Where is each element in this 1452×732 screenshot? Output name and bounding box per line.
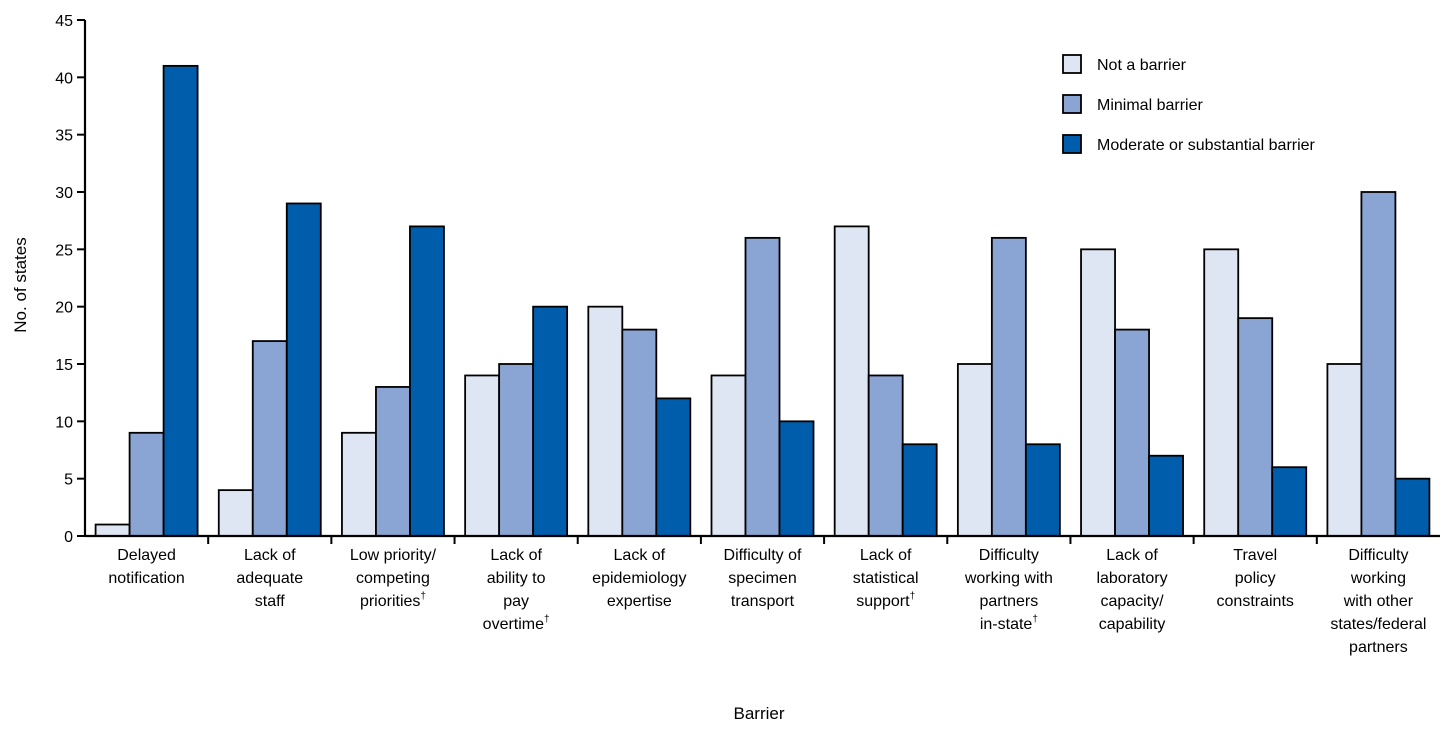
x-category-label: Difficulty working with other states/federa… bbox=[1330, 547, 1426, 656]
bar-minimal-barrier-8 bbox=[1114, 328, 1150, 537]
y-tick-label: 35 bbox=[55, 128, 73, 145]
bar-minimal-barrier-0 bbox=[128, 431, 165, 537]
bars-group bbox=[94, 64, 1431, 537]
bar-minimal-barrier-6 bbox=[867, 374, 904, 537]
bar-not-a-barrier-8 bbox=[1080, 248, 1116, 537]
bar-minimal-barrier-2 bbox=[375, 386, 411, 537]
bar-not-a-barrier-10 bbox=[1326, 363, 1363, 537]
y-tick-label: 20 bbox=[55, 300, 73, 317]
y-tick-label: 5 bbox=[64, 472, 73, 489]
y-tick-label: 30 bbox=[55, 185, 73, 202]
bar-minimal-barrier-1 bbox=[251, 340, 288, 537]
bar-not-a-barrier-7 bbox=[956, 363, 993, 537]
y-tick-label: 25 bbox=[55, 242, 73, 259]
bar-minimal-barrier-10 bbox=[1360, 191, 1397, 537]
bar-not-a-barrier-0 bbox=[94, 523, 131, 537]
legend-label: Minimal barrier bbox=[1097, 97, 1203, 114]
bar-moderate-or-substantial-barrier-0 bbox=[162, 64, 199, 537]
bar-moderate-or-substantial-barrier-4 bbox=[655, 397, 692, 537]
bar-moderate-or-substantial-barrier-6 bbox=[901, 443, 938, 537]
bar-minimal-barrier-5 bbox=[744, 236, 781, 537]
bar-moderate-or-substantial-barrier-5 bbox=[778, 420, 815, 537]
bar-moderate-or-substantial-barrier-9 bbox=[1271, 466, 1308, 537]
x-category-label: Lack of epidemiology expertise bbox=[592, 547, 686, 610]
x-axis-labels: Delayed notification Lack of adequate staff L… bbox=[108, 536, 1426, 656]
x-category-label: Difficulty of specimen transport bbox=[724, 547, 803, 610]
bar-minimal-barrier-3 bbox=[498, 363, 535, 537]
legend-swatch bbox=[1062, 94, 1082, 114]
x-category-label: Difficulty working with partners in-state† bbox=[964, 547, 1053, 633]
legend-swatch bbox=[1062, 134, 1082, 154]
legend-label: Moderate or substantial barrier bbox=[1097, 137, 1316, 154]
bar-moderate-or-substantial-barrier-10 bbox=[1394, 477, 1431, 537]
x-category-label: Lack of statistical support† bbox=[853, 547, 919, 610]
legend: Not a barrier Minimal barrier Moderate or … bbox=[1062, 54, 1316, 154]
bar-moderate-or-substantial-barrier-8 bbox=[1148, 454, 1184, 537]
bar-not-a-barrier-9 bbox=[1203, 248, 1240, 537]
legend-label: Not a barrier bbox=[1097, 57, 1187, 74]
y-axis-title: No. of states bbox=[11, 237, 30, 332]
bar-minimal-barrier-4 bbox=[621, 328, 658, 537]
x-category-label: Lack of adequate staff bbox=[236, 547, 303, 610]
bar-moderate-or-substantial-barrier-2 bbox=[409, 225, 445, 537]
x-category-label: Travel policy constraints bbox=[1217, 547, 1294, 610]
y-axis: 0 5 10 15 20 25 30 35 40 45 bbox=[55, 13, 1440, 546]
bar-moderate-or-substantial-barrier-1 bbox=[285, 202, 322, 537]
bar-not-a-barrier-4 bbox=[587, 305, 624, 537]
x-category-label: Lack of laboratory capacity/capability bbox=[1096, 547, 1167, 633]
y-tick-label: 15 bbox=[55, 357, 73, 374]
bar-not-a-barrier-1 bbox=[217, 489, 254, 537]
y-tick-label: 10 bbox=[55, 414, 73, 431]
bar-minimal-barrier-9 bbox=[1237, 317, 1274, 537]
bar-not-a-barrier-2 bbox=[341, 431, 377, 537]
x-axis-title: Barrier bbox=[733, 704, 784, 723]
bar-not-a-barrier-3 bbox=[464, 374, 501, 537]
y-tick-label: 45 bbox=[55, 13, 73, 30]
bar-moderate-or-substantial-barrier-3 bbox=[532, 305, 569, 537]
bar-moderate-or-substantial-barrier-7 bbox=[1024, 443, 1061, 537]
y-tick-label: 40 bbox=[55, 70, 73, 87]
bar-not-a-barrier-6 bbox=[833, 225, 870, 537]
x-category-label: Low priority/competing priorities† bbox=[350, 547, 437, 610]
x-category-label: Delayed notification bbox=[108, 547, 185, 587]
bar-not-a-barrier-5 bbox=[710, 374, 747, 537]
y-tick-label: 0 bbox=[64, 529, 73, 546]
x-category-label: Lack of ability to pay overtime† bbox=[483, 547, 550, 633]
legend-swatch bbox=[1062, 54, 1082, 74]
bar-minimal-barrier-7 bbox=[990, 236, 1027, 537]
